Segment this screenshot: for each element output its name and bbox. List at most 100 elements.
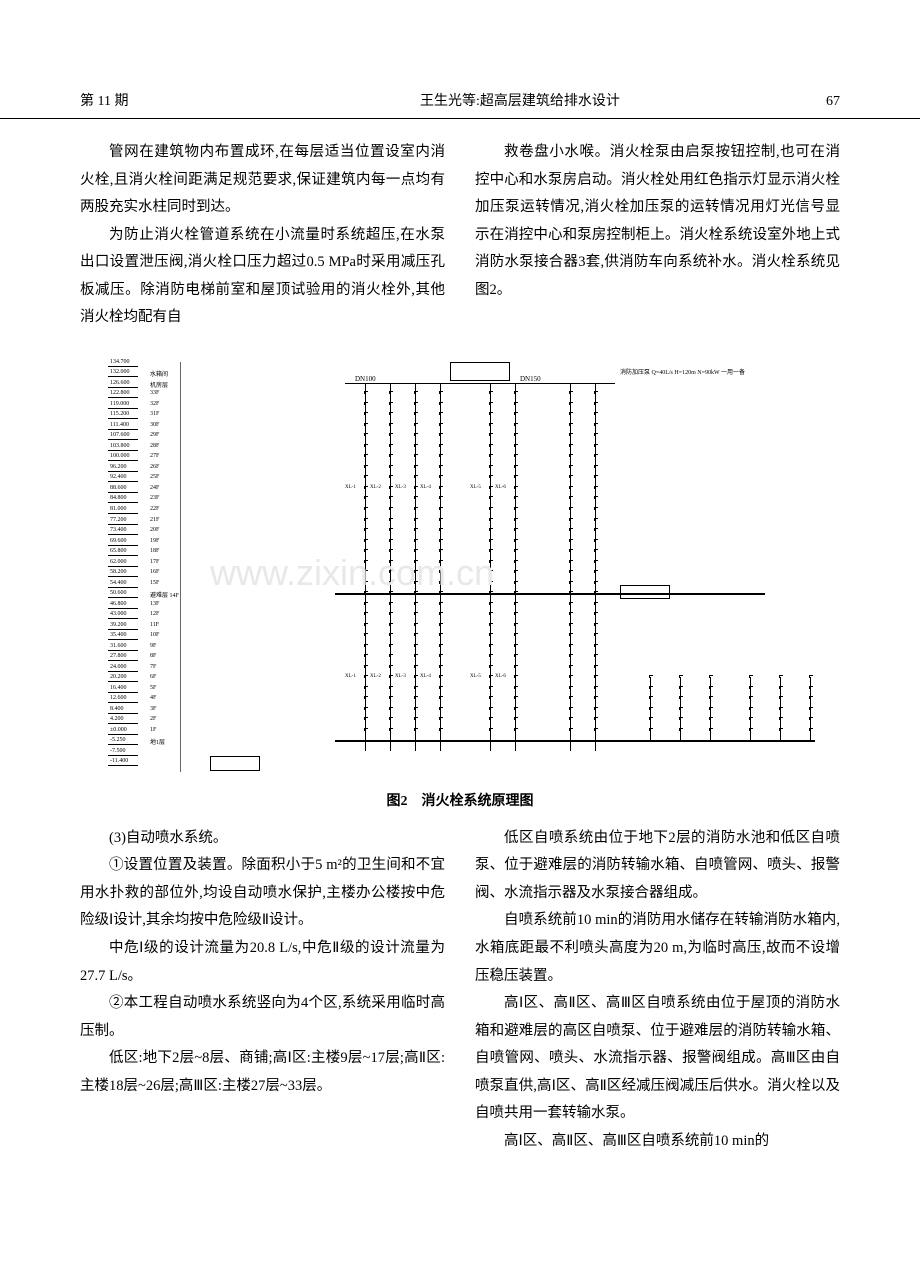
- hydrant-symbol: [594, 412, 598, 415]
- hydrant-symbol: [594, 539, 598, 542]
- hydrant-symbol: [709, 675, 713, 678]
- hydrant-symbol: [439, 665, 443, 668]
- hydrant-symbol: [364, 654, 368, 657]
- paragraph: 中危Ⅰ级的设计流量为20.8 L/s,中危Ⅱ级的设计流量为27.7 L/s。: [80, 935, 445, 990]
- hydrant-symbol: [414, 707, 418, 710]
- floor-name: 23F: [150, 495, 159, 501]
- hydrant-symbol: [594, 717, 598, 720]
- hydrant-symbol: [489, 486, 493, 489]
- hydrant-symbol: [569, 507, 573, 510]
- riser-label: XL-5: [470, 485, 481, 490]
- hydrant-symbol: [514, 665, 518, 668]
- floor-tick: [108, 618, 138, 619]
- hydrant-symbol: [569, 654, 573, 657]
- hydrant-symbol: [439, 444, 443, 447]
- hydrant-symbol: [709, 686, 713, 689]
- hydrant-symbol: [489, 591, 493, 594]
- hydrant-symbol: [414, 433, 418, 436]
- hydrant-symbol: [709, 728, 713, 731]
- hydrant-symbol: [414, 391, 418, 394]
- hydrant-symbol: [809, 728, 813, 731]
- floor-label: 100.000: [110, 453, 130, 459]
- hydrant-symbol: [514, 454, 518, 457]
- floor-label: 115.200: [110, 411, 129, 417]
- hydrant-symbol: [389, 665, 393, 668]
- hydrant-symbol: [364, 612, 368, 615]
- floor-tick: [108, 376, 138, 377]
- hydrant-symbol: [489, 570, 493, 573]
- riser-label: XL-1: [345, 485, 356, 490]
- floor-label: 107.600: [110, 432, 130, 438]
- hydrant-symbol: [594, 560, 598, 563]
- hydrant-symbol: [514, 644, 518, 647]
- floor-label: 84.800: [110, 495, 127, 501]
- hydrant-symbol: [569, 412, 573, 415]
- hydrant-symbol: [594, 486, 598, 489]
- hydrant-symbol: [414, 612, 418, 615]
- hydrant-symbol: [569, 560, 573, 563]
- hydrant-symbol: [569, 444, 573, 447]
- hydrant-symbol: [439, 654, 443, 657]
- hydrant-symbol: [389, 560, 393, 563]
- hydrant-symbol: [594, 728, 598, 731]
- floor-tick: [108, 681, 138, 682]
- hydrant-symbol: [414, 570, 418, 573]
- hydrant-symbol: [489, 433, 493, 436]
- hydrant-symbol: [569, 423, 573, 426]
- hydrant-symbol: [389, 433, 393, 436]
- hydrant-symbol: [569, 475, 573, 478]
- hydrant-symbol: [364, 665, 368, 668]
- hydrant-symbol: [414, 696, 418, 699]
- hydrant-symbol: [779, 707, 783, 710]
- riser-label: XL-3: [395, 674, 406, 679]
- hydrant-symbol: [364, 496, 368, 499]
- hydrant-symbol: [364, 486, 368, 489]
- hydrant-symbol: [569, 570, 573, 573]
- hydrant-symbol: [514, 623, 518, 626]
- hydrant-symbol: [364, 686, 368, 689]
- hydrant-symbol: [414, 654, 418, 657]
- floor-label: 81.000: [110, 506, 127, 512]
- floor-tick: [108, 629, 138, 630]
- hydrant-symbol: [364, 570, 368, 573]
- hydrant-symbol: [364, 707, 368, 710]
- hydrant-symbol: [439, 696, 443, 699]
- riser-label: XL-3: [395, 485, 406, 490]
- hydrant-symbol: [389, 465, 393, 468]
- hydrant-symbol: [569, 602, 573, 605]
- paragraph: ①设置位置及装置。除面积小于5 m²的卫生间和不宜用水扑救的部位外,均设自动喷水…: [80, 852, 445, 935]
- pump-box: [210, 756, 260, 771]
- hydrant-symbol: [389, 602, 393, 605]
- hydrant-symbol: [514, 528, 518, 531]
- header-page-number: 67: [760, 94, 840, 110]
- hydrant-symbol: [439, 454, 443, 457]
- hydrant-symbol: [439, 539, 443, 542]
- floor-name: 31F: [150, 411, 159, 417]
- paragraph: 管网在建筑物内布置成环,在每层适当位置设室内消火栓,且消火栓间距满足规范要求,保…: [80, 139, 445, 222]
- hydrant-symbol: [489, 623, 493, 626]
- hydrant-symbol: [809, 686, 813, 689]
- floor-tick: [108, 692, 138, 693]
- floor-name: 24F: [150, 485, 159, 491]
- header-issue: 第 11 期: [80, 90, 280, 110]
- floor-tick: [108, 408, 138, 409]
- hydrant-symbol: [569, 486, 573, 489]
- floor-name: 5F: [150, 685, 156, 691]
- floor-name: 17F: [150, 559, 159, 565]
- hydrant-symbol: [679, 728, 683, 731]
- hydrant-symbol: [439, 475, 443, 478]
- hydrant-symbol: [649, 717, 653, 720]
- hydrant-symbol: [389, 581, 393, 584]
- hydrant-symbol: [489, 402, 493, 405]
- hydrant-symbol: [569, 581, 573, 584]
- hydrant-symbol: [364, 475, 368, 478]
- hydrant-symbol: [389, 633, 393, 636]
- hydrant-symbol: [594, 507, 598, 510]
- hydrant-symbol: [514, 433, 518, 436]
- hydrant-symbol: [709, 696, 713, 699]
- floor-tick: [108, 702, 138, 703]
- hydrant-symbol: [439, 391, 443, 394]
- figure-2-container: www.zixin.com.cn 134.700132.000水箱间126.60…: [80, 352, 840, 810]
- floor-label: 16.400: [110, 685, 127, 691]
- hydrant-symbol: [514, 412, 518, 415]
